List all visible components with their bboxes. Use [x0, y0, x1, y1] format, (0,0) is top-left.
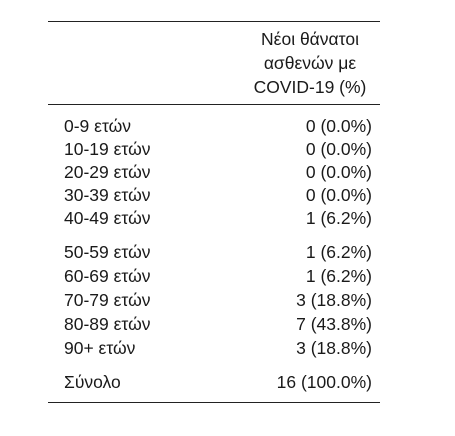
deaths-percent: (0.0%) — [320, 139, 372, 159]
total-value: 16 (100.0%) — [277, 370, 372, 394]
deaths-percent: (0.0%) — [320, 185, 372, 205]
table-row: 40-49 ετών 1 (6.2%) — [64, 206, 380, 230]
age-group-label: 60-69 ετών — [64, 266, 151, 286]
deaths-percent: (18.8%) — [310, 290, 372, 310]
deaths-count: 0 — [305, 139, 316, 159]
age-group-label: 10-19 ετών — [64, 139, 151, 159]
deaths-value: 1 (6.2%) — [306, 206, 372, 230]
deaths-value: 1 (6.2%) — [306, 264, 372, 288]
deaths-percent: (0.0%) — [320, 162, 372, 182]
total-count: 16 — [276, 372, 297, 392]
deaths-count: 1 — [305, 266, 316, 286]
table-header-rule — [48, 104, 380, 105]
age-group-label: 90+ ετών — [64, 338, 136, 358]
table-total-row: Σύνολο 16 (100.0%) — [64, 370, 380, 394]
deaths-percent: (6.2%) — [320, 242, 372, 262]
deaths-value: 0 (0.0%) — [306, 183, 372, 207]
deaths-value: 3 (18.8%) — [296, 336, 372, 360]
table-row: 20-29 ετών 0 (0.0%) — [64, 160, 380, 184]
deaths-percent: (18.8%) — [310, 338, 372, 358]
age-group-label: 0-9 ετών — [64, 116, 132, 136]
table-row: 10-19 ετών 0 (0.0%) — [64, 137, 380, 161]
deaths-count: 0 — [305, 185, 316, 205]
table-row: 30-39 ετών 0 (0.0%) — [64, 183, 380, 207]
deaths-percent: (6.2%) — [320, 266, 372, 286]
column-header: Νέοι θάνατοι ασθενών με COVID-19 (%) — [230, 27, 390, 99]
table-top-rule — [48, 21, 380, 22]
deaths-value: 1 (6.2%) — [306, 240, 372, 264]
age-group-label: 70-79 ετών — [64, 290, 151, 310]
deaths-value: 0 (0.0%) — [306, 160, 372, 184]
deaths-percent: (43.8%) — [310, 314, 372, 334]
age-group-label: 50-59 ετών — [64, 242, 151, 262]
deaths-count: 1 — [305, 208, 316, 228]
deaths-count: 0 — [305, 162, 316, 182]
deaths-count: 1 — [305, 242, 316, 262]
table-row: 80-89 ετών 7 (43.8%) — [64, 312, 380, 336]
age-group-label: 40-49 ετών — [64, 208, 151, 228]
column-header-line-3: COVID-19 (%) — [253, 77, 367, 97]
deaths-count: 0 — [305, 116, 316, 136]
deaths-count: 3 — [296, 290, 306, 310]
table-row: 0-9 ετών 0 (0.0%) — [64, 114, 380, 138]
deaths-percent: (0.0%) — [320, 116, 372, 136]
table-row: 50-59 ετών 1 (6.2%) — [64, 240, 380, 264]
age-group-label: 20-29 ετών — [64, 162, 151, 182]
age-group-label: 30-39 ετών — [64, 185, 151, 205]
table-row: 70-79 ετών 3 (18.8%) — [64, 288, 380, 312]
deaths-value: 0 (0.0%) — [306, 137, 372, 161]
table-row: 90+ ετών 3 (18.8%) — [64, 336, 380, 360]
total-label: Σύνολο — [64, 372, 121, 392]
deaths-value: 0 (0.0%) — [306, 114, 372, 138]
deaths-count: 3 — [296, 338, 306, 358]
column-header-line-2: ασθενών με — [263, 53, 357, 73]
age-group-label: 80-89 ετών — [64, 314, 151, 334]
table-bottom-rule — [48, 402, 380, 403]
deaths-count: 7 — [296, 314, 306, 334]
deaths-percent: (6.2%) — [320, 208, 372, 228]
table-row: 60-69 ετών 1 (6.2%) — [64, 264, 380, 288]
column-header-line-1: Νέοι θάνατοι — [261, 29, 359, 49]
deaths-value: 3 (18.8%) — [296, 288, 372, 312]
total-percent: (100.0%) — [300, 372, 372, 392]
deaths-value: 7 (43.8%) — [296, 312, 372, 336]
